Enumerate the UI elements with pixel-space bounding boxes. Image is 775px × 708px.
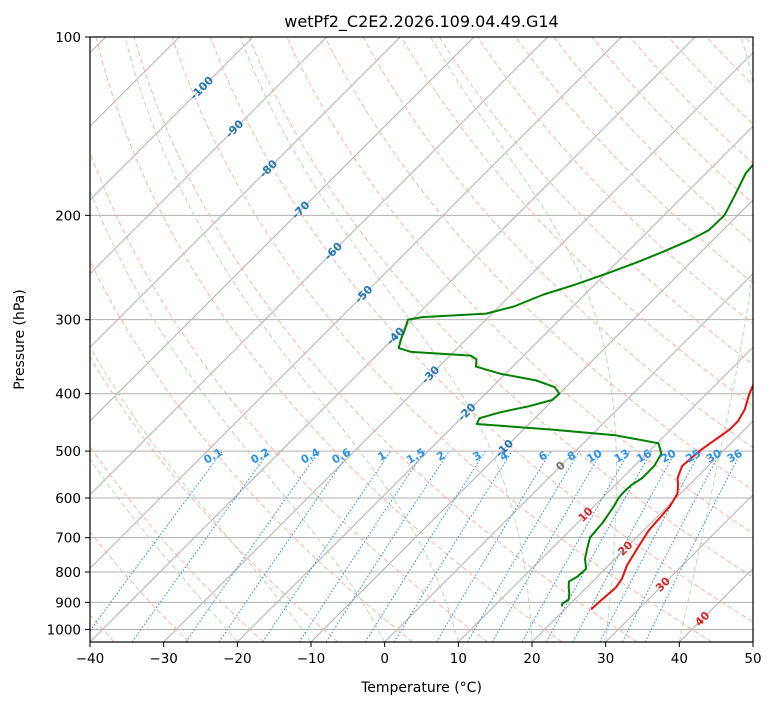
dry-adiabat <box>438 37 753 365</box>
mixing-ratio-line <box>599 450 701 642</box>
x-axis-label: Temperature (°C) <box>360 680 482 696</box>
moist-adiabat <box>239 37 533 642</box>
x-tick-label: 50 <box>744 651 761 667</box>
mixing-ratio-lines <box>90 450 743 642</box>
profile-series <box>397 163 753 611</box>
isotherm-line <box>752 641 753 642</box>
mixing-ratio-line <box>90 450 223 632</box>
moist-adiabat <box>90 189 386 642</box>
dry-adiabat <box>90 531 190 642</box>
isotherm-line <box>384 272 753 642</box>
moist-adiabats <box>90 37 753 642</box>
x-tick-label: −20 <box>223 651 252 667</box>
y-tick-label: 400 <box>55 387 81 403</box>
mixing-ratio-line <box>545 450 653 642</box>
x-tick-label: −30 <box>149 651 178 667</box>
x-tick-label: −40 <box>76 651 105 667</box>
skewed-isotherms <box>90 37 753 642</box>
dry-adiabat <box>90 259 414 642</box>
mixing-ratio-line <box>298 450 425 642</box>
dry-adiabat <box>171 37 712 642</box>
isotherm-line <box>236 125 753 642</box>
mixing-ratio-line <box>572 450 677 642</box>
isotherm-line <box>531 420 753 642</box>
dry-adiabat <box>591 37 753 204</box>
x-axis-ticks: −40 −30 −20 −10 0 10 20 30 40 50 <box>76 642 762 667</box>
mixing-ratio-line <box>218 450 351 642</box>
dry-adiabat <box>553 37 753 244</box>
x-tick-label: 0 <box>380 651 389 667</box>
y-tick-label: 200 <box>55 208 81 224</box>
dry-adiabat-boundary <box>0 37 2 642</box>
plot-background <box>90 37 753 642</box>
isotherm-line <box>90 37 549 496</box>
dewpoint-profile-line <box>397 163 753 607</box>
isotherm-line <box>605 493 753 642</box>
x-tick-label: 40 <box>671 651 688 667</box>
y-axis-ticks: 100 200 300 400 500 600 700 800 900 1000 <box>47 30 90 638</box>
moist-adiabat <box>90 345 312 642</box>
y-tick-label: 100 <box>55 30 81 46</box>
isotherm-line <box>90 37 696 642</box>
dry-adiabat <box>286 37 753 534</box>
mixing-ratio-line <box>644 450 743 642</box>
mixing-ratio-line <box>621 450 722 642</box>
dry-adiabat <box>324 37 753 491</box>
moist-adiabat <box>430 37 617 642</box>
y-axis-label: Pressure (hPa) <box>12 289 28 389</box>
temperature-profile-line <box>590 383 753 611</box>
chart-title: wetPf2_C2E2.2026.109.04.49.G14 <box>284 12 558 32</box>
mixing-ratio-line <box>364 450 486 642</box>
y-tick-label: 1000 <box>47 622 81 638</box>
y-tick-label: 300 <box>55 313 81 329</box>
dry-adiabat <box>362 37 753 449</box>
isotherm-line <box>90 37 401 349</box>
moist-adiabat <box>124 37 459 642</box>
y-tick-label: 900 <box>55 595 81 611</box>
isotherm-line <box>163 51 753 642</box>
moist-adiabat <box>678 37 753 642</box>
mixing-ratio-line <box>131 450 270 642</box>
dry-adiabat <box>477 37 753 325</box>
isotherm-line <box>90 37 622 570</box>
y-tick-label: 600 <box>55 491 81 507</box>
isotherm-line <box>457 346 753 642</box>
y-tick-label: 700 <box>55 531 81 547</box>
mixing-ratio-line <box>325 450 450 642</box>
y-tick-label: 800 <box>55 565 81 581</box>
moist-adiabat <box>90 458 238 642</box>
dry-adiabats <box>0 37 753 642</box>
dry-adiabat <box>400 37 753 407</box>
pressure-gridlines <box>90 37 753 630</box>
dry-adiabat <box>133 37 638 642</box>
mixing-ratio-line <box>521 450 630 642</box>
y-tick-label: 500 <box>55 444 81 460</box>
dry-adiabat <box>248 37 753 578</box>
mixing-ratio-line <box>185 450 320 642</box>
isotherm-line <box>90 37 475 422</box>
isotherm-line <box>90 37 254 201</box>
isotherm-line <box>90 37 328 275</box>
x-tick-label: 10 <box>450 651 467 667</box>
mixing-ratio-line <box>393 450 513 642</box>
x-tick-label: −10 <box>297 651 326 667</box>
plot-frame <box>89 36 754 643</box>
dry-adiabat <box>95 37 563 642</box>
x-tick-label: 20 <box>523 651 540 667</box>
x-tick-label: 30 <box>597 651 614 667</box>
dry-adiabat <box>90 150 488 642</box>
mixing-ratio-line <box>491 450 603 642</box>
